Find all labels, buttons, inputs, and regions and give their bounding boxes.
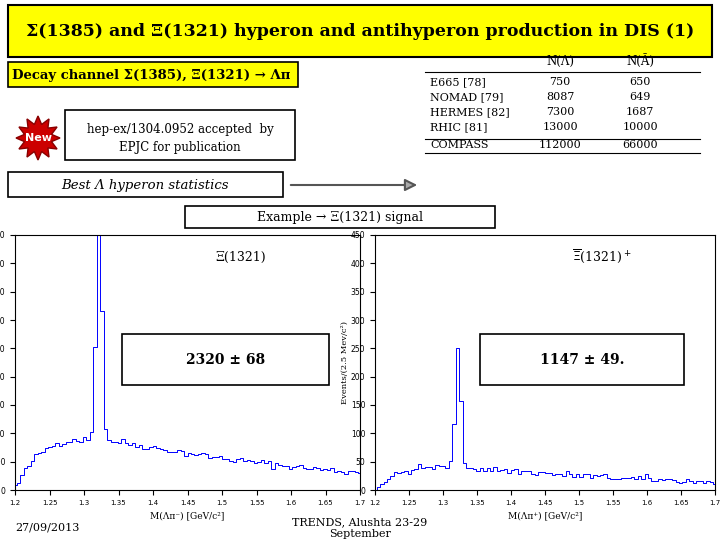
FancyBboxPatch shape bbox=[185, 206, 495, 228]
Text: 7300: 7300 bbox=[546, 107, 574, 117]
Text: HERMES [82]: HERMES [82] bbox=[430, 107, 510, 117]
Text: September: September bbox=[329, 529, 391, 539]
Y-axis label: Events/(2.5 Mev/c²): Events/(2.5 Mev/c²) bbox=[341, 321, 349, 404]
Text: 66000: 66000 bbox=[622, 140, 658, 150]
Text: 27/09/2013: 27/09/2013 bbox=[15, 523, 79, 533]
Text: 8087: 8087 bbox=[546, 92, 574, 102]
FancyBboxPatch shape bbox=[8, 172, 283, 197]
Text: 1687: 1687 bbox=[626, 107, 654, 117]
Text: EPJC for publication: EPJC for publication bbox=[120, 141, 240, 154]
Text: COMPASS: COMPASS bbox=[430, 140, 488, 150]
Text: 1147 ± 49.: 1147 ± 49. bbox=[540, 353, 625, 367]
Polygon shape bbox=[16, 116, 60, 160]
Text: 750: 750 bbox=[549, 77, 571, 87]
FancyBboxPatch shape bbox=[480, 334, 685, 386]
Text: Best Λ hyperon statistics: Best Λ hyperon statistics bbox=[61, 179, 229, 192]
FancyBboxPatch shape bbox=[65, 110, 295, 160]
Text: 112000: 112000 bbox=[539, 140, 581, 150]
Text: N(Λ): N(Λ) bbox=[546, 55, 574, 68]
Text: 2320 ± 68: 2320 ± 68 bbox=[186, 353, 265, 367]
Text: Ξ(1321): Ξ(1321) bbox=[215, 251, 266, 264]
Text: Decay channel Σ(1385), Ξ(1321) → Λπ: Decay channel Σ(1385), Ξ(1321) → Λπ bbox=[12, 70, 290, 83]
Text: N(Ā): N(Ā) bbox=[626, 54, 654, 68]
Text: New: New bbox=[24, 133, 52, 143]
X-axis label: M(Λπ⁺) [GeV/c²]: M(Λπ⁺) [GeV/c²] bbox=[508, 511, 582, 520]
Text: Example → Ξ(1321) signal: Example → Ξ(1321) signal bbox=[257, 212, 423, 225]
FancyBboxPatch shape bbox=[8, 62, 298, 87]
Text: 649: 649 bbox=[629, 92, 651, 102]
FancyBboxPatch shape bbox=[8, 5, 712, 57]
Text: NOMAD [79]: NOMAD [79] bbox=[430, 92, 503, 102]
Text: 650: 650 bbox=[629, 77, 651, 87]
FancyBboxPatch shape bbox=[122, 334, 329, 386]
Text: E665 [78]: E665 [78] bbox=[430, 77, 486, 87]
Text: RHIC [81]: RHIC [81] bbox=[430, 122, 487, 132]
Text: $\overline{\Xi}$(1321)$^+$: $\overline{\Xi}$(1321)$^+$ bbox=[572, 247, 632, 265]
Text: Σ(1385) and Ξ(1321) hyperon and antihyperon production in DIS (1): Σ(1385) and Ξ(1321) hyperon and antihype… bbox=[26, 24, 694, 40]
Text: hep-ex/1304.0952 accepted  by: hep-ex/1304.0952 accepted by bbox=[86, 124, 274, 137]
Text: 10000: 10000 bbox=[622, 122, 658, 132]
Text: TRENDS, Alushta 23-29: TRENDS, Alushta 23-29 bbox=[292, 517, 428, 527]
Text: 13000: 13000 bbox=[542, 122, 578, 132]
X-axis label: M(Λπ⁻) [GeV/c²]: M(Λπ⁻) [GeV/c²] bbox=[150, 511, 225, 520]
